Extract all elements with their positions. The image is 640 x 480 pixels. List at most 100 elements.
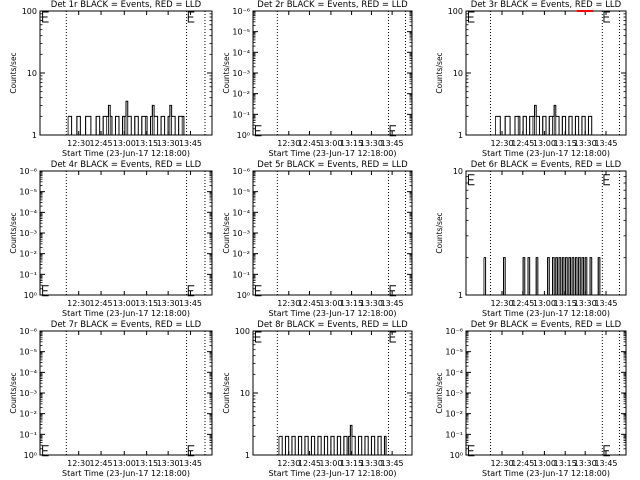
x-tick-label: 12:30 xyxy=(490,139,513,148)
y-tick-label: 10⁻² xyxy=(19,250,37,259)
panel-det-5r: Det 5r BLACK = Events, RED = LLD 10⁰ 10⁻¹ 1… xyxy=(222,160,413,318)
x-tick-label: 13:00 xyxy=(319,139,342,148)
panel-det-6r: Det 6r BLACK = Events, RED = LLD 1 10 12:30… xyxy=(435,160,627,318)
x-tick-label: 12:30 xyxy=(277,139,300,148)
x-axis-label: Start Time (23-Jun-17 12:18:00) xyxy=(62,309,190,318)
y-tick-label: 10⁻⁶ xyxy=(445,327,463,336)
y-tick-label: 10⁰ xyxy=(237,291,250,300)
y-tick-label: 10⁻² xyxy=(445,410,463,419)
y-tick-label: 10⁻⁶ xyxy=(232,167,250,176)
y-tick-label: 1 xyxy=(245,451,250,460)
panel-title: Det 3r BLACK = Events, RED = LLD xyxy=(471,0,622,10)
x-tick-label: 13:45 xyxy=(179,139,202,148)
x-axis-label: Start Time (23-Jun-17 12:18:00) xyxy=(269,149,397,158)
x-tick-label: 12:45 xyxy=(298,459,321,468)
x-tick-label: 12:45 xyxy=(511,299,534,308)
x-tick-label: 13:00 xyxy=(533,299,556,308)
x-tick-label: 13:00 xyxy=(113,459,136,468)
y-axis-label: Counts/sec xyxy=(435,372,444,413)
x-tick-label: 13:45 xyxy=(594,139,617,148)
e-marker xyxy=(467,445,475,457)
panel-det-3r: Det 3r BLACK = Events, RED = LLD 1 10 100 12… xyxy=(435,0,627,158)
panel-det-4r: Det 4r BLACK = Events, RED = LLD 10⁰ 10⁻¹ 1… xyxy=(9,160,213,318)
e-marker xyxy=(187,445,195,457)
panel-det-9r: Det 9r BLACK = Events, RED = LLD 10⁰ 10⁻¹ 1… xyxy=(435,320,627,478)
y-axis-label: Counts/sec xyxy=(222,372,231,413)
e-marker xyxy=(467,174,475,186)
x-tick-label: 12:30 xyxy=(67,139,90,148)
x-tick-label: 13:45 xyxy=(179,459,202,468)
x-tick-label: 13:15 xyxy=(554,299,577,308)
e-marker xyxy=(187,285,195,297)
x-axis-label: Start Time (23-Jun-17 12:18:00) xyxy=(62,469,190,478)
x-tick-label: 13:30 xyxy=(157,459,180,468)
y-tick-label: 10 xyxy=(453,167,463,176)
events-series-line xyxy=(483,257,601,296)
y-axis-label: Counts/sec xyxy=(9,212,18,253)
e-marker xyxy=(389,125,397,137)
x-axis-label: Start Time (23-Jun-17 12:18:00) xyxy=(482,469,610,478)
y-tick-label: 10⁻³ xyxy=(19,389,37,398)
x-tick-label: 12:45 xyxy=(90,139,113,148)
e-marker xyxy=(603,174,610,186)
y-tick-label: 10⁻⁴ xyxy=(232,208,250,217)
e-marker xyxy=(389,331,397,343)
x-tick-label: 13:45 xyxy=(381,459,404,468)
y-axis-label: Counts/sec xyxy=(435,212,444,253)
x-tick-label: 12:30 xyxy=(277,459,300,468)
y-tick-label: 10⁻⁶ xyxy=(19,327,37,336)
x-tick-label: 13:15 xyxy=(340,459,363,468)
panel-det-7r: Det 7r BLACK = Events, RED = LLD 10⁰ 10⁻¹ 1… xyxy=(9,320,213,478)
y-tick-label: 10⁻⁵ xyxy=(232,188,250,197)
x-tick-label: 13:15 xyxy=(340,299,363,308)
y-tick-label: 10⁻² xyxy=(232,90,250,99)
x-tick-label: 13:45 xyxy=(381,139,404,148)
y-tick-label: 10⁰ xyxy=(450,451,463,460)
events-series-line xyxy=(495,104,593,136)
panel-title: Det 1r BLACK = Events, RED = LLD xyxy=(51,0,202,10)
x-tick-label: 13:45 xyxy=(594,459,617,468)
panel-title: Det 2r BLACK = Events, RED = LLD xyxy=(257,0,408,10)
x-tick-label: 12:30 xyxy=(490,299,513,308)
e-marker xyxy=(254,331,262,343)
x-tick-label: 13:15 xyxy=(340,139,363,148)
panel-det-2r: Det 2r BLACK = Events, RED = LLD 10⁰ 10⁻¹ 1… xyxy=(222,0,413,158)
y-tick-label: 10⁻⁵ xyxy=(19,348,37,357)
x-tick-label: 12:45 xyxy=(511,459,534,468)
y-tick-label: 10⁻⁵ xyxy=(445,348,463,357)
x-tick-label: 12:30 xyxy=(67,459,90,468)
e-marker xyxy=(603,11,610,23)
y-tick-label: 10⁻¹ xyxy=(19,270,37,279)
e-marker xyxy=(254,285,262,297)
panel-title: Det 8r BLACK = Events, RED = LLD xyxy=(257,320,408,330)
y-axis-label: Counts/sec xyxy=(9,52,18,93)
x-tick-label: 13:15 xyxy=(135,139,158,148)
y-tick-label: 10 xyxy=(27,69,37,78)
panel-title: Det 9r BLACK = Events, RED = LLD xyxy=(471,320,622,330)
y-axis-label: Counts/sec xyxy=(222,212,231,253)
y-tick-label: 10⁻⁶ xyxy=(19,167,37,176)
x-tick-label: 13:30 xyxy=(360,459,383,468)
x-tick-label: 12:30 xyxy=(277,299,300,308)
x-tick-label: 12:30 xyxy=(490,459,513,468)
x-tick-label: 13:30 xyxy=(574,299,597,308)
x-axis-label: Start Time (23-Jun-17 12:18:00) xyxy=(269,309,397,318)
x-tick-label: 13:30 xyxy=(157,299,180,308)
panel-title: Det 4r BLACK = Events, RED = LLD xyxy=(51,160,202,170)
y-tick-label: 10⁻⁵ xyxy=(19,188,37,197)
y-tick-label: 10⁰ xyxy=(24,291,37,300)
panel-title: Det 6r BLACK = Events, RED = LLD xyxy=(471,160,622,170)
x-tick-label: 13:30 xyxy=(574,139,597,148)
y-tick-label: 10⁻³ xyxy=(445,389,463,398)
y-tick-label: 10⁻⁴ xyxy=(19,368,37,377)
events-series-line xyxy=(278,424,387,456)
x-tick-label: 13:00 xyxy=(113,139,136,148)
y-tick-label: 10⁻⁴ xyxy=(445,368,463,377)
e-marker xyxy=(187,11,195,23)
y-tick-label: 10⁰ xyxy=(237,131,250,140)
x-axis-label: Start Time (23-Jun-17 12:18:00) xyxy=(269,469,397,478)
x-tick-label: 12:45 xyxy=(298,299,321,308)
y-tick-label: 10⁻² xyxy=(232,250,250,259)
y-tick-label: 10⁻¹ xyxy=(232,110,250,119)
